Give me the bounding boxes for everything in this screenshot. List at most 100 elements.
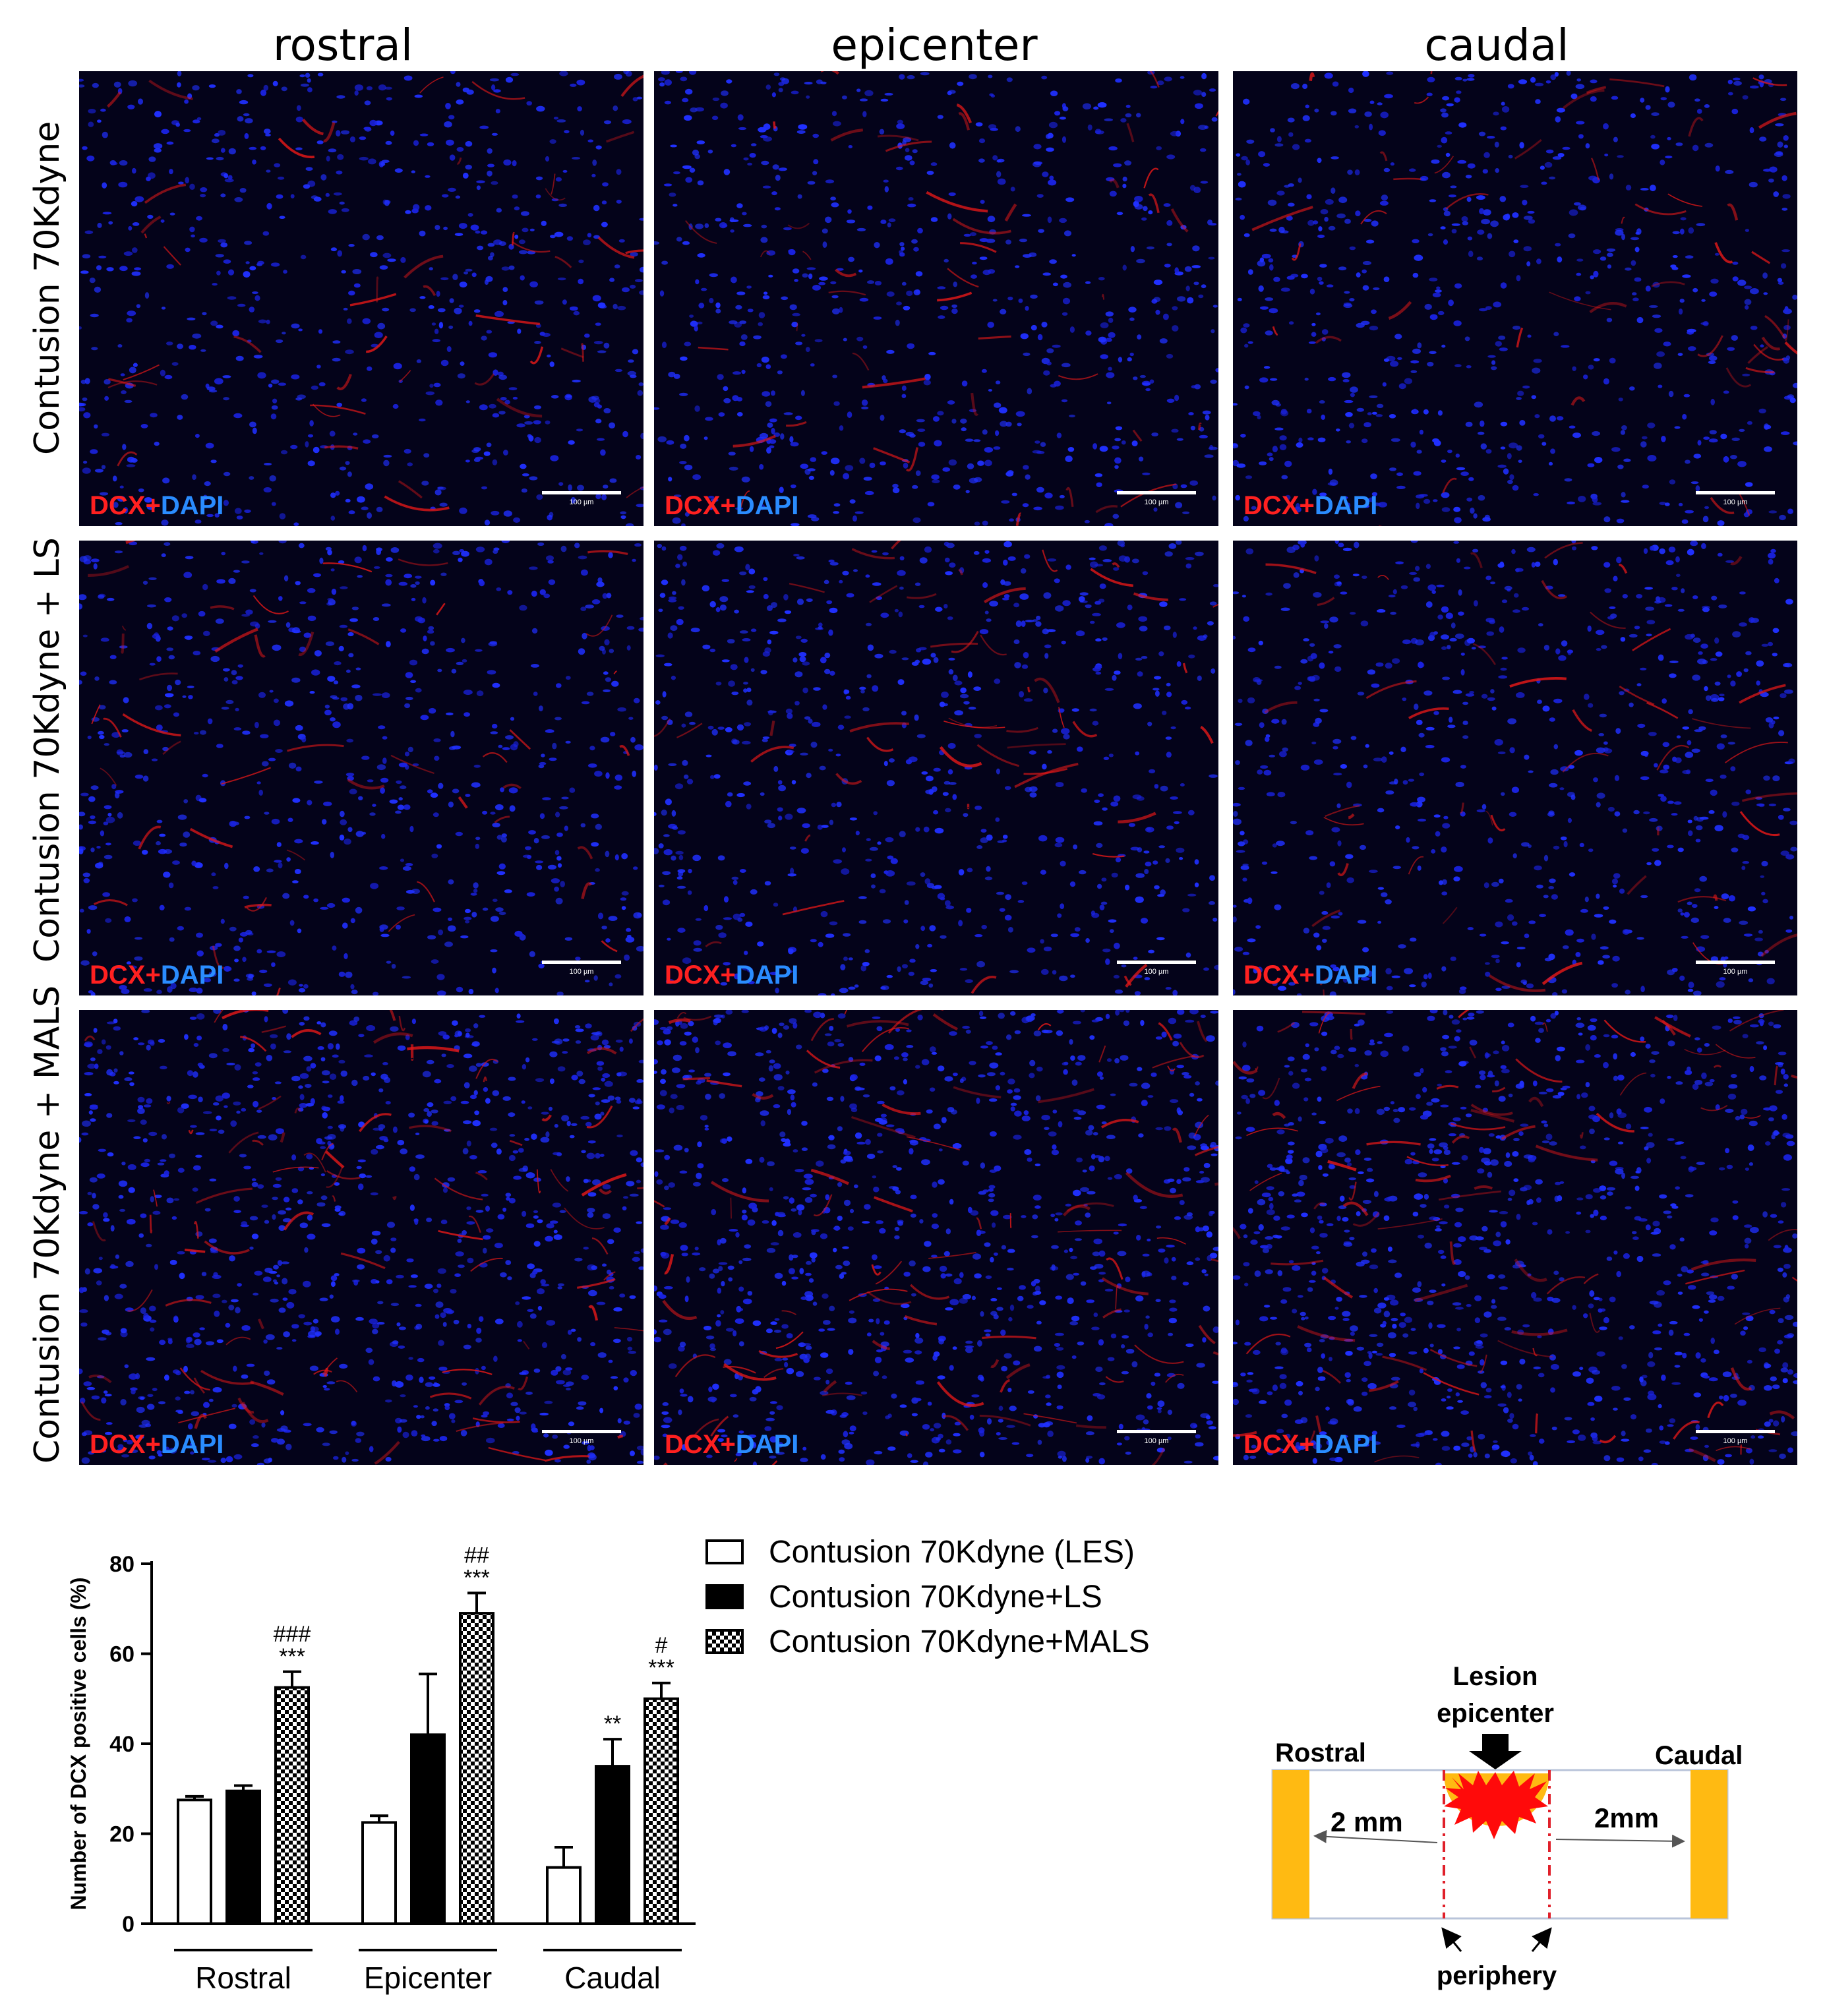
scale-bar-label: 100 µm xyxy=(1144,498,1169,506)
scale-bar: 100 µm xyxy=(1696,1430,1775,1445)
stain-dcx-label: DCX xyxy=(90,1430,146,1459)
stain-plus-label: + xyxy=(145,961,161,990)
legend-swatch-checkered xyxy=(705,1629,744,1654)
chart-legend: Contusion 70Kdyne (LES) Contusion 70Kdyn… xyxy=(705,1529,1150,1664)
right-distance-arrow-icon xyxy=(1555,1834,1685,1848)
stain-dapi-label: DAPI xyxy=(160,491,224,520)
significance-marker: ### xyxy=(274,1622,311,1647)
micrograph-contusion-epicenter: DCX+DAPI 100 µm xyxy=(654,71,1218,526)
scale-bar-line xyxy=(1117,1430,1196,1433)
stain-plus-label: + xyxy=(720,491,736,520)
stain-dapi-label: DAPI xyxy=(1314,1430,1378,1459)
micrograph-contusion-mals-caudal: DCX+DAPI 100 µm xyxy=(1233,1010,1797,1465)
periphery-arrow-left-icon xyxy=(1441,1927,1462,1952)
stain-dapi-label: DAPI xyxy=(1314,961,1378,990)
scale-bar-label: 100 µm xyxy=(1723,498,1748,506)
micrograph-texture xyxy=(1233,541,1797,995)
periphery-label: periphery xyxy=(1437,1961,1557,1990)
row-title-contusion-ls: Contusion 70Kdyne + LS xyxy=(28,537,67,963)
row-title-contusion-mals: Contusion 70Kdyne + MALS xyxy=(28,985,67,1464)
scale-bar-label: 100 µm xyxy=(569,1437,594,1445)
lesion-burst-icon xyxy=(1444,1771,1548,1839)
significance-marker: *** xyxy=(464,1565,490,1590)
legend-item-ls: Contusion 70Kdyne+LS xyxy=(705,1574,1150,1619)
y-tick-label: 40 xyxy=(109,1732,135,1757)
stain-plus-label: + xyxy=(720,961,736,990)
scale-bar-label: 100 µm xyxy=(1144,968,1169,976)
stain-label: DCX+DAPI xyxy=(1243,1430,1377,1460)
rostral-label: Rostral xyxy=(1275,1738,1366,1767)
scale-bar-line xyxy=(542,961,621,964)
stain-dapi-label: DAPI xyxy=(735,1430,799,1459)
stain-dcx-label: DCX xyxy=(1243,961,1300,990)
scale-bar: 100 µm xyxy=(1117,491,1196,506)
bar-rostral-les xyxy=(177,1798,212,1925)
stain-dcx-label: DCX xyxy=(90,961,146,990)
stain-label: DCX+DAPI xyxy=(1243,961,1377,990)
scale-bar-line xyxy=(542,491,621,494)
micrograph-contusion-ls-rostral: DCX+DAPI 100 µm xyxy=(79,541,643,995)
micrograph-texture xyxy=(1233,71,1797,526)
significance-marker: *** xyxy=(279,1644,305,1669)
x-category-label: Epicenter xyxy=(364,1961,492,1995)
stain-label: DCX+DAPI xyxy=(90,491,224,521)
periphery-arrow-right-icon xyxy=(1531,1927,1552,1952)
stain-plus-label: + xyxy=(1299,491,1315,520)
stain-plus-label: + xyxy=(720,1430,736,1459)
stain-dapi-label: DAPI xyxy=(1314,491,1378,520)
left-distance-arrow-icon xyxy=(1313,1829,1438,1843)
column-title-caudal: caudal xyxy=(1424,20,1569,71)
spinal-cord-diagram: Lesion epicenter Rostral Caudal 2 mm 2mm… xyxy=(1271,1662,1743,1990)
micrograph-texture xyxy=(654,1010,1218,1465)
scale-bar: 100 µm xyxy=(542,961,621,976)
dcx-bar-chart: 0 20 40 60 80 Number of DCX positive cells (%… xyxy=(67,1543,696,1995)
lesion-label: Lesion xyxy=(1453,1662,1538,1691)
micrograph-contusion-rostral: DCX+DAPI 100 µm xyxy=(79,71,643,526)
scale-bar-label: 100 µm xyxy=(1144,1437,1169,1445)
significance-marker: ** xyxy=(604,1711,621,1736)
stain-label: DCX+DAPI xyxy=(665,1430,798,1460)
scale-bar-line xyxy=(1117,961,1196,964)
stain-dcx-label: DCX xyxy=(90,491,146,520)
legend-item-les: Contusion 70Kdyne (LES) xyxy=(705,1529,1150,1574)
stain-label: DCX+DAPI xyxy=(1243,491,1377,521)
stain-dcx-label: DCX xyxy=(1243,491,1300,520)
y-tick-label: 20 xyxy=(109,1822,135,1847)
legend-swatch-solid xyxy=(705,1584,744,1609)
stain-dapi-label: DAPI xyxy=(735,491,799,520)
stain-plus-label: + xyxy=(145,1430,161,1459)
scale-bar-label: 100 µm xyxy=(1723,968,1748,976)
y-tick-label: 0 xyxy=(122,1912,135,1937)
scale-bar-label: 100 µm xyxy=(569,968,594,976)
bar-rostral-ls xyxy=(225,1789,261,1925)
left-distance-label: 2 mm xyxy=(1331,1806,1403,1837)
rostral-end-block xyxy=(1272,1770,1309,1918)
bar-caudal-mals xyxy=(643,1697,679,1925)
scale-bar-line xyxy=(1696,961,1775,964)
stain-plus-label: + xyxy=(1299,1430,1315,1459)
scale-bar-line xyxy=(1696,1430,1775,1433)
legend-label-ls: Contusion 70Kdyne+LS xyxy=(769,1579,1102,1615)
bar-epicenter-les xyxy=(361,1821,397,1925)
micrograph-contusion-mals-epicenter: DCX+DAPI 100 µm xyxy=(654,1010,1218,1465)
scale-bar-line xyxy=(542,1430,621,1433)
stain-plus-label: + xyxy=(1299,961,1315,990)
stain-label: DCX+DAPI xyxy=(665,491,798,521)
stain-label: DCX+DAPI xyxy=(90,961,224,990)
scale-bar: 100 µm xyxy=(1117,961,1196,976)
micrograph-texture xyxy=(79,71,643,526)
scale-bar: 100 µm xyxy=(1117,1430,1196,1445)
stain-plus-label: + xyxy=(145,491,161,520)
stain-dcx-label: DCX xyxy=(665,961,721,990)
significance-marker: ## xyxy=(464,1543,489,1568)
scale-bar-line xyxy=(1117,491,1196,494)
micrograph-contusion-mals-rostral: DCX+DAPI 100 µm xyxy=(79,1010,643,1465)
significance-marker: # xyxy=(655,1633,668,1658)
column-title-epicenter: epicenter xyxy=(831,20,1038,71)
bar-caudal-les xyxy=(546,1866,582,1925)
stain-dapi-label: DAPI xyxy=(160,1430,224,1459)
micrograph-contusion-ls-epicenter: DCX+DAPI 100 µm xyxy=(654,541,1218,995)
bar-epicenter-ls xyxy=(410,1733,446,1925)
micrograph-contusion-caudal: DCX+DAPI 100 µm xyxy=(1233,71,1797,526)
scale-bar: 100 µm xyxy=(1696,491,1775,506)
